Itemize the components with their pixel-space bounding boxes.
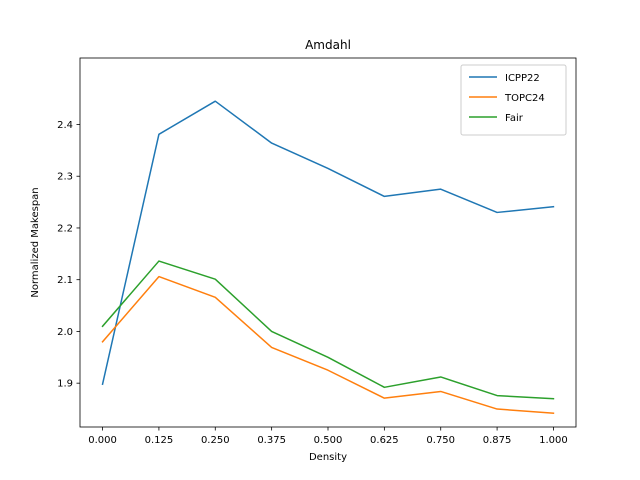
x-tick-label: 0.875	[483, 435, 512, 446]
y-tick-label: 2.2	[57, 223, 73, 234]
y-tick-label: 2.0	[57, 327, 73, 338]
x-tick-label: 0.250	[201, 435, 230, 446]
plot-frame	[79, 57, 577, 428]
x-axis-title: Density	[309, 452, 347, 463]
y-tick-label: 2.4	[57, 120, 73, 131]
y-tick-label: 1.9	[57, 379, 73, 390]
legend-label-icpp22: ICPP22	[505, 73, 540, 84]
legend: ICPP22 TOPC24 Fair	[460, 64, 567, 136]
series-layer	[101, 100, 555, 414]
x-axis: 0.000 0.125 0.250 0.375 0.500 0.625 0.750 0.875…	[88, 427, 568, 446]
y-axis: 1.9 2.0 2.1 2.2 2.3 2.4	[57, 120, 80, 390]
x-tick-label: 0.750	[426, 435, 455, 446]
series-line-icpp22	[101, 100, 555, 386]
legend-label-fair: Fair	[505, 113, 524, 124]
x-tick-label: 0.375	[257, 435, 286, 446]
x-tick-label: 0.000	[88, 435, 117, 446]
x-tick-label: 1.000	[539, 435, 568, 446]
y-axis-title: Normalized Makespan	[30, 187, 41, 297]
x-tick-label: 0.500	[314, 435, 343, 446]
y-tick-label: 2.3	[57, 172, 73, 183]
series-line-fair	[101, 260, 555, 400]
series-line-topc24	[101, 275, 555, 414]
x-tick-label: 0.125	[145, 435, 174, 446]
y-tick-label: 2.1	[57, 275, 73, 286]
x-tick-label: 0.625	[370, 435, 399, 446]
legend-label-topc24: TOPC24	[504, 93, 545, 104]
chart-title: Amdahl	[305, 38, 351, 52]
